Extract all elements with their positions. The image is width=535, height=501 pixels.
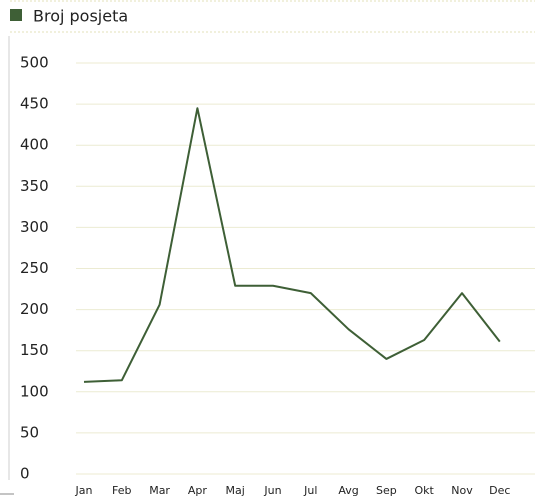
y-tick-label: 300 xyxy=(20,218,49,236)
x-tick-label: Nov xyxy=(451,484,473,497)
x-tick-label: Apr xyxy=(188,484,208,497)
y-tick-label: 350 xyxy=(20,177,49,195)
y-tick-label: 450 xyxy=(20,95,49,113)
x-tick-label: Jul xyxy=(303,484,317,497)
data-line xyxy=(83,107,501,383)
x-tick-label: Okt xyxy=(415,484,435,497)
y-tick-label: 250 xyxy=(20,259,49,277)
x-tick-label: Avg xyxy=(338,484,358,497)
x-tick-label: Maj xyxy=(226,484,245,497)
legend-label: Broj posjeta xyxy=(33,7,128,26)
y-tick-label: 400 xyxy=(20,136,49,154)
y-tick-label: 150 xyxy=(20,341,49,359)
x-tick-label: Jun xyxy=(263,484,281,497)
x-tick-label: Sep xyxy=(376,484,397,497)
x-tick-label: Jan xyxy=(75,484,93,497)
x-tick-label: Feb xyxy=(112,484,131,497)
y-tick-label: 100 xyxy=(20,382,49,400)
legend-swatch xyxy=(10,9,22,21)
x-tick-label: Mar xyxy=(149,484,170,497)
y-tick-label: 500 xyxy=(20,54,49,72)
y-tick-label: 50 xyxy=(20,423,39,441)
x-tick-label: Dec xyxy=(489,484,510,497)
y-tick-label: 200 xyxy=(20,300,49,318)
y-tick-label: 0 xyxy=(20,465,30,483)
